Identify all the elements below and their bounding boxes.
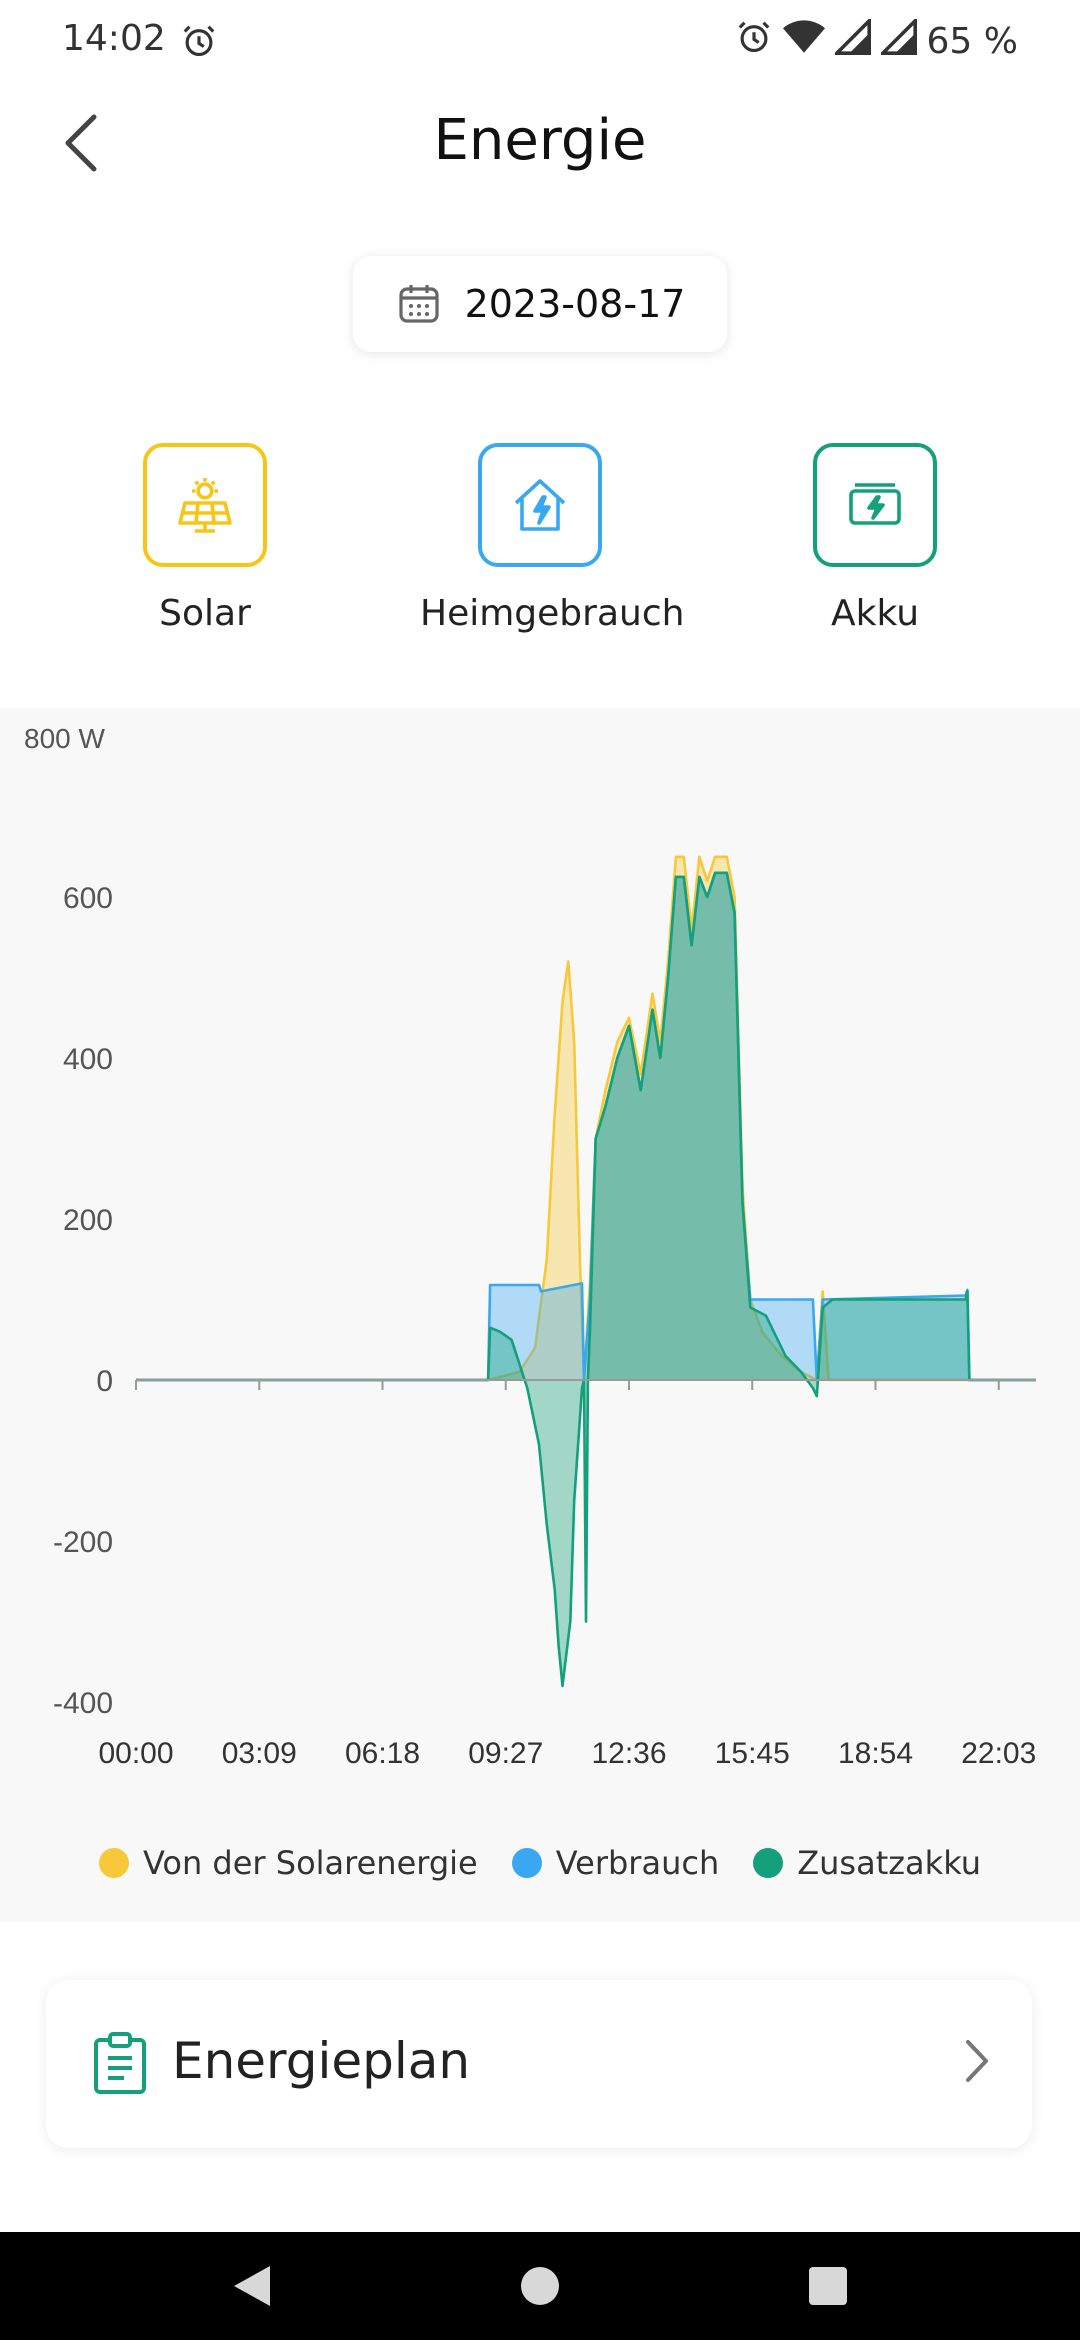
energy-plan-label: Energieplan bbox=[172, 2032, 471, 2090]
alarm-icon bbox=[180, 22, 218, 64]
mode-solar[interactable]: Solar bbox=[85, 443, 325, 634]
square-recents-icon bbox=[809, 2267, 847, 2305]
mode-solar-box[interactable] bbox=[143, 443, 267, 567]
legend-item-solar[interactable]: Von der Solarenergie bbox=[98, 1844, 478, 1882]
x-tick-label: 00:00 bbox=[98, 1737, 173, 1770]
calendar-icon bbox=[398, 285, 439, 323]
nav-recents-button[interactable] bbox=[798, 2260, 858, 2312]
mode-home[interactable]: Heimgebrauch bbox=[420, 443, 685, 634]
series-area-1 bbox=[136, 872, 1036, 1380]
x-tick-label: 12:36 bbox=[591, 1737, 666, 1770]
mode-solar-label: Solar bbox=[159, 593, 251, 634]
legend-label: Zusatzakku bbox=[797, 1844, 982, 1882]
mode-battery[interactable]: Akku bbox=[755, 443, 995, 634]
mode-battery-label: Akku bbox=[830, 593, 920, 634]
legend-item-battery[interactable]: Zusatzakku bbox=[753, 1844, 981, 1882]
battery-icon bbox=[849, 483, 901, 525]
legend-dot bbox=[511, 1848, 542, 1878]
signal-icon bbox=[877, 16, 917, 64]
solar-panel-icon bbox=[178, 478, 232, 533]
legend-dot bbox=[98, 1848, 129, 1878]
date-picker[interactable]: 2023-08-17 bbox=[353, 256, 727, 352]
chart-legend: Von der Solarenergie Verbrauch Zusatzakk… bbox=[0, 1844, 1080, 1882]
x-tick-label: 03:09 bbox=[222, 1737, 297, 1770]
signal-icon bbox=[831, 16, 871, 64]
y-tick-label: 200 bbox=[63, 1204, 113, 1237]
chevron-left-icon bbox=[65, 114, 97, 172]
x-tick-label: 22:03 bbox=[961, 1737, 1036, 1770]
status-indicators: 65 % bbox=[735, 16, 1018, 65]
y-tick-label: 600 bbox=[63, 882, 113, 915]
status-time: 14:02 bbox=[62, 18, 166, 59]
legend-label: Von der Solarenergie bbox=[142, 1844, 478, 1882]
clipboard-icon bbox=[94, 2032, 146, 2094]
wifi-icon bbox=[782, 18, 825, 65]
energy-plan-card[interactable]: Energieplan bbox=[46, 1980, 1032, 2148]
status-bar: 14:02 65 % bbox=[0, 0, 1080, 84]
series-line-2 bbox=[136, 871, 1036, 1688]
nav-home-button[interactable] bbox=[510, 2260, 570, 2312]
legend-dot bbox=[753, 1848, 784, 1878]
x-tick-label: 09:27 bbox=[468, 1737, 543, 1770]
circle-home-icon bbox=[521, 2267, 559, 2305]
triangle-back-icon bbox=[234, 2266, 270, 2306]
back-button[interactable] bbox=[50, 108, 110, 178]
legend-item-consumption[interactable]: Verbrauch bbox=[511, 1844, 720, 1882]
date-value: 2023-08-17 bbox=[464, 282, 686, 326]
x-tick-label: 06:18 bbox=[345, 1737, 420, 1770]
alarm-icon bbox=[735, 18, 773, 65]
chart-panel: 800 W 600 400 200 0 -200 -400 00:00 03:09 06:18 09… bbox=[0, 708, 1080, 1922]
system-nav-bar bbox=[0, 2232, 1080, 2340]
mode-home-label: Heimgebrauch bbox=[420, 593, 685, 634]
x-tick-label: 18:54 bbox=[838, 1737, 913, 1770]
header: Energie bbox=[0, 96, 1080, 196]
nav-back-button[interactable] bbox=[222, 2260, 282, 2312]
mode-home-box[interactable] bbox=[478, 443, 602, 567]
battery-percent: 65 % bbox=[926, 21, 1018, 62]
page-title: Energie bbox=[433, 108, 647, 173]
mode-battery-box[interactable] bbox=[813, 443, 937, 567]
y-tick-label: 400 bbox=[63, 1043, 113, 1076]
x-tick-label: 15:45 bbox=[715, 1737, 790, 1770]
y-unit-label: 800 W bbox=[24, 723, 105, 754]
y-tick-label: 0 bbox=[96, 1365, 113, 1398]
y-tick-label: -400 bbox=[53, 1687, 113, 1720]
energy-chart[interactable]: 800 W 600 400 200 0 -200 -400 00:00 03:09 06:18 09… bbox=[0, 708, 1080, 1828]
legend-label: Verbrauch bbox=[555, 1844, 720, 1882]
y-tick-label: -200 bbox=[53, 1526, 113, 1559]
house-power-icon bbox=[514, 479, 566, 531]
chevron-right-icon bbox=[966, 2040, 988, 2082]
series-line-0 bbox=[136, 855, 1036, 1382]
